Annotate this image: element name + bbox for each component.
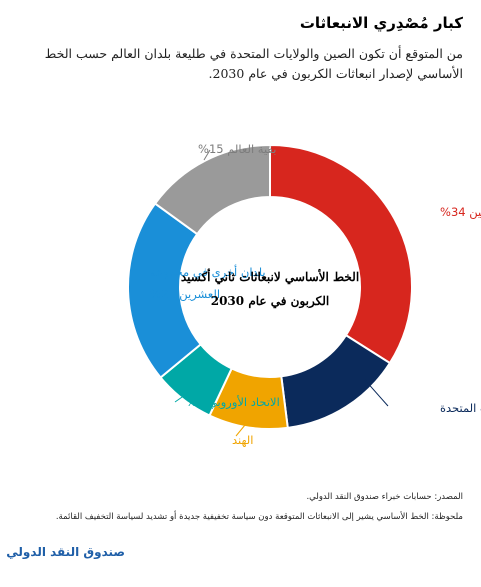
page-title: كبار مُصْدِري الانبعاثات (299, 14, 463, 32)
slice-label-3: الاتحاد الأوروبي 7% (186, 395, 280, 410)
slice-5 (153, 143, 271, 236)
slice-label-5: بقية العالم 15% (198, 142, 276, 156)
page-subtitle: من المتوقع أن تكون الصين والولايات المتح… (44, 46, 463, 81)
leader-line-1 (364, 379, 389, 407)
imf-brand: صندوق النقد الدولي (6, 545, 125, 559)
slice-label-2: الهند (232, 433, 254, 447)
leader-line-5 (203, 149, 211, 161)
notes: المصدر: حسابات خبراء صندوق النقد الدولي.… (13, 487, 463, 527)
slice-label-1: الولايات المتحدة (440, 401, 481, 416)
slice-label-0: الصين 34% (440, 205, 481, 220)
donut-chart: الصين 34% الولايات المتحدة الهند الاتحاد ال… (127, 142, 481, 447)
chart-center-line-2: الكربون في عام 2030 (211, 294, 330, 309)
leader-line-3 (174, 394, 186, 403)
slice-0 (269, 143, 413, 365)
source-note: المصدر: حسابات خبراء صندوق النقد الدولي. (306, 492, 463, 502)
chart-center-line-1: الخط الأساسي لانبعاثات ثاني أكسيد (181, 269, 359, 285)
footnote: ملحوظة: الخط الأساسي يشير إلى الانبعاثات… (55, 512, 463, 522)
slice-label-4: بلدان أخرى في مجموعة العشرين 21% (150, 264, 266, 302)
leader-line-2 (235, 424, 246, 437)
